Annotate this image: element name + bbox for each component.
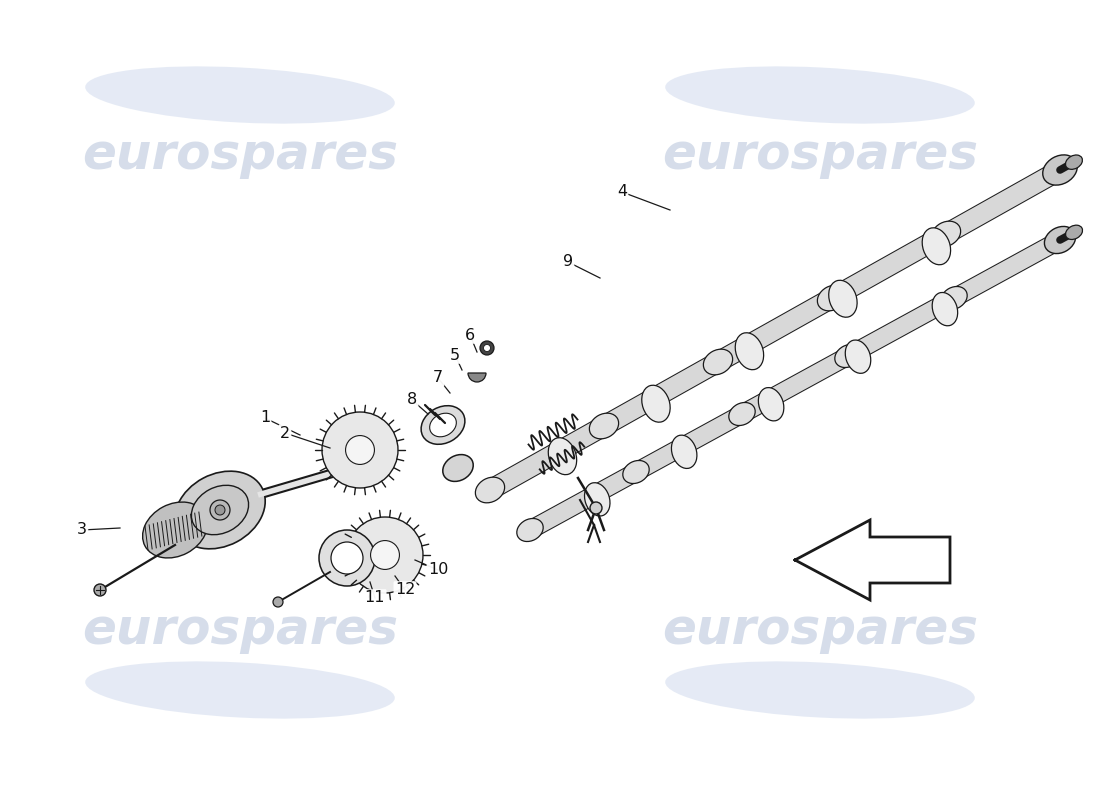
Ellipse shape — [175, 471, 265, 549]
Ellipse shape — [1045, 157, 1075, 183]
Text: 11: 11 — [365, 590, 385, 606]
Text: 3: 3 — [77, 522, 87, 538]
Ellipse shape — [671, 435, 697, 469]
Ellipse shape — [1044, 226, 1076, 254]
Circle shape — [345, 435, 374, 465]
Circle shape — [346, 517, 424, 593]
Ellipse shape — [430, 414, 456, 437]
Ellipse shape — [845, 340, 871, 374]
Circle shape — [94, 584, 106, 596]
Text: 7: 7 — [433, 370, 443, 386]
Ellipse shape — [932, 293, 958, 326]
Circle shape — [214, 505, 225, 515]
Ellipse shape — [1047, 229, 1074, 251]
Circle shape — [590, 502, 602, 514]
Text: 2: 2 — [279, 426, 290, 441]
Ellipse shape — [1043, 155, 1077, 185]
Ellipse shape — [584, 482, 610, 516]
Text: eurospares: eurospares — [662, 606, 978, 654]
Circle shape — [480, 341, 494, 355]
Text: 12: 12 — [395, 582, 415, 598]
Circle shape — [210, 500, 230, 520]
Ellipse shape — [703, 349, 733, 375]
Ellipse shape — [517, 518, 543, 542]
Ellipse shape — [548, 438, 576, 474]
Ellipse shape — [85, 662, 395, 718]
Circle shape — [484, 345, 491, 351]
Ellipse shape — [828, 280, 857, 318]
Ellipse shape — [475, 477, 505, 503]
Ellipse shape — [666, 66, 975, 124]
Text: eurospares: eurospares — [82, 131, 398, 179]
Ellipse shape — [143, 502, 208, 558]
Ellipse shape — [835, 345, 861, 367]
Ellipse shape — [85, 66, 395, 124]
Circle shape — [371, 541, 399, 570]
Ellipse shape — [758, 387, 784, 421]
Ellipse shape — [922, 228, 950, 265]
Text: 6: 6 — [465, 327, 475, 342]
Polygon shape — [526, 232, 1065, 538]
Circle shape — [319, 530, 375, 586]
Text: 4: 4 — [617, 185, 627, 199]
Circle shape — [331, 542, 363, 574]
Ellipse shape — [940, 286, 967, 310]
Ellipse shape — [666, 662, 975, 718]
Ellipse shape — [735, 333, 763, 370]
Wedge shape — [468, 373, 486, 382]
Ellipse shape — [932, 221, 960, 247]
Circle shape — [322, 412, 398, 488]
Ellipse shape — [641, 386, 670, 422]
Text: 10: 10 — [428, 562, 448, 578]
Ellipse shape — [1066, 225, 1082, 239]
Ellipse shape — [623, 461, 649, 483]
Text: 8: 8 — [407, 393, 417, 407]
Ellipse shape — [191, 486, 249, 534]
Text: eurospares: eurospares — [662, 131, 978, 179]
Polygon shape — [485, 162, 1065, 498]
Text: eurospares: eurospares — [82, 606, 398, 654]
Ellipse shape — [729, 402, 756, 426]
Ellipse shape — [590, 413, 618, 439]
Ellipse shape — [817, 285, 847, 311]
Text: 9: 9 — [563, 254, 573, 270]
Ellipse shape — [421, 406, 465, 444]
Ellipse shape — [1066, 155, 1082, 170]
Text: 1: 1 — [260, 410, 271, 426]
Polygon shape — [795, 520, 950, 600]
Text: 5: 5 — [450, 347, 460, 362]
Ellipse shape — [443, 454, 473, 482]
Circle shape — [273, 597, 283, 607]
